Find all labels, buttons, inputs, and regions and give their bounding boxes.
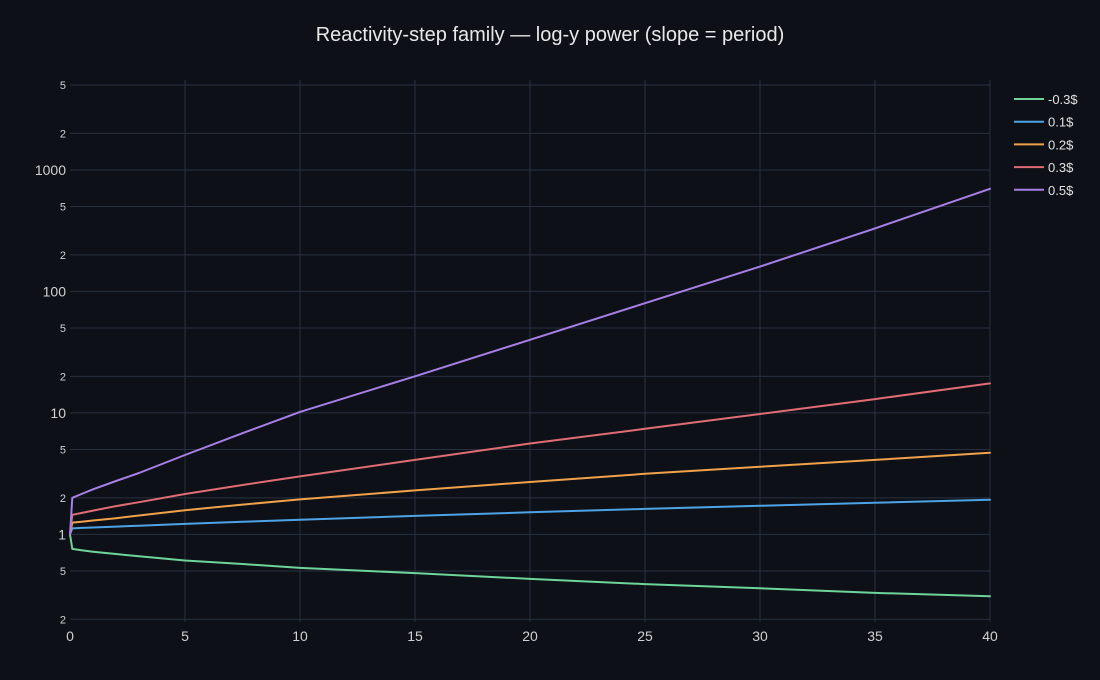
y-tick-label: 10 — [50, 405, 66, 421]
x-tick-label: 25 — [637, 628, 653, 644]
legend-item[interactable]: 0.2$ — [1014, 137, 1074, 152]
series-line-4 — [69, 187, 991, 536]
x-tick-label: 40 — [982, 628, 998, 644]
y-tick-label: 2 — [60, 493, 66, 505]
y-tick-label: 5 — [60, 323, 66, 335]
y-tick-label: 5 — [60, 80, 66, 92]
series-line-2 — [69, 451, 991, 536]
y-tick-label: 5 — [60, 444, 66, 456]
x-tick-label: 35 — [867, 628, 883, 644]
chart-title: Reactivity-step family — log-y power (sl… — [316, 24, 785, 46]
x-tick-label: 10 — [292, 628, 308, 644]
x-tick-label: 5 — [181, 628, 189, 644]
series-line-0 — [69, 533, 991, 598]
series-line-1 — [69, 498, 991, 536]
legend-label: 0.1$ — [1048, 115, 1074, 130]
x-tick-label: 20 — [522, 628, 538, 644]
legend-item[interactable]: 0.3$ — [1014, 160, 1074, 175]
legend-label: 0.5$ — [1048, 183, 1074, 198]
legend: -0.3$ 0.1$ 0.2$ 0.3$ 0.5$ — [1014, 92, 1078, 198]
x-tick-label: 30 — [752, 628, 768, 644]
legend-item[interactable]: -0.3$ — [1014, 92, 1078, 107]
legend-label: -0.3$ — [1048, 92, 1078, 107]
y-tick-label: 2 — [60, 614, 66, 626]
legend-item[interactable]: 0.1$ — [1014, 115, 1074, 130]
y-tick-label: 1000 — [35, 162, 66, 178]
series-line-3 — [69, 382, 991, 536]
x-tick-label: 0 — [66, 628, 74, 644]
legend-item[interactable]: 0.5$ — [1014, 183, 1074, 198]
x-axis: 0 5 10 15 20 25 30 35 40 — [66, 628, 998, 644]
y-tick-label: 2 — [60, 250, 66, 262]
y-tick-label: 5 — [60, 202, 66, 214]
y-axis: 2 5 1 2 5 10 2 5 100 2 5 1000 2 5 — [35, 80, 66, 626]
y-tick-label: 1 — [58, 526, 66, 542]
grid — [70, 80, 991, 622]
legend-label: 0.2$ — [1048, 137, 1074, 152]
y-tick-label: 2 — [60, 371, 66, 383]
x-tick-label: 15 — [407, 628, 423, 644]
y-tick-label: 100 — [43, 283, 67, 299]
y-tick-label: 5 — [60, 566, 66, 578]
y-tick-label: 2 — [60, 128, 66, 140]
legend-label: 0.3$ — [1048, 160, 1074, 175]
plot-area — [69, 187, 991, 598]
